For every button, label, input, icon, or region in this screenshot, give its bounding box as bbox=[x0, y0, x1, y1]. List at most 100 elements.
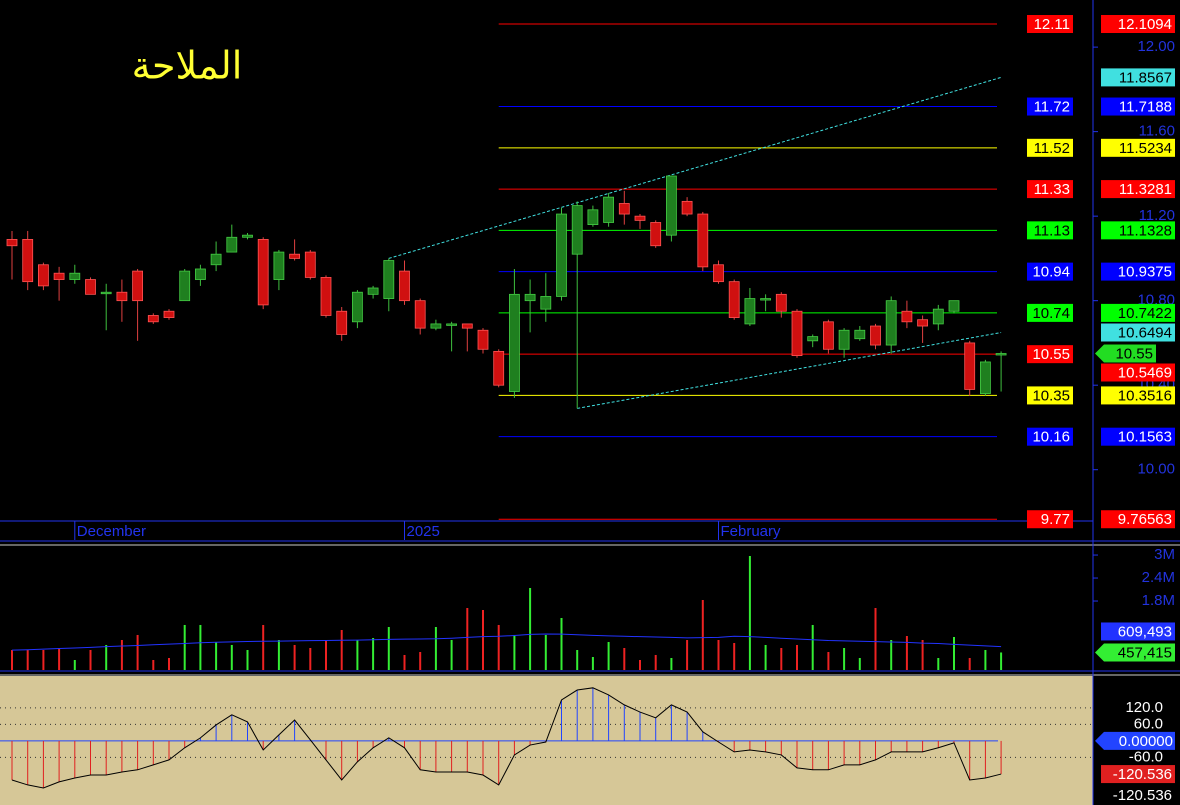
level-label: 10.16 bbox=[1032, 429, 1070, 446]
candle-body bbox=[179, 270, 191, 302]
last-price-marker bbox=[1095, 344, 1156, 363]
chart-title: الملاحة bbox=[132, 44, 243, 88]
oscillator-line bbox=[11, 687, 1002, 789]
candle-body bbox=[273, 251, 285, 280]
candle-body bbox=[508, 293, 520, 392]
candle-body bbox=[100, 291, 112, 295]
x-tick-label: December bbox=[77, 523, 146, 540]
candle-body bbox=[760, 298, 771, 301]
candle-body bbox=[477, 329, 489, 350]
level-label: 11.52 bbox=[1034, 140, 1070, 157]
candle-body bbox=[38, 264, 49, 287]
candle-body bbox=[650, 222, 662, 247]
candle-body bbox=[304, 251, 316, 278]
candle-body bbox=[132, 270, 144, 302]
trendline bbox=[388, 76, 1002, 259]
axis-value-label: 11.3281 bbox=[1119, 181, 1172, 198]
candle-body bbox=[289, 253, 301, 259]
x-tick-label: 2025 bbox=[407, 523, 440, 540]
candle-body bbox=[147, 315, 159, 323]
candle-body bbox=[399, 270, 410, 302]
candle-body bbox=[461, 323, 473, 329]
candle-body bbox=[917, 319, 928, 327]
candle-body bbox=[587, 209, 599, 226]
candle-body bbox=[618, 203, 630, 215]
candle-body bbox=[69, 272, 81, 280]
axis-value-label-box bbox=[1101, 427, 1175, 446]
y-tick-label: 1.8M bbox=[1142, 592, 1175, 609]
candle-body bbox=[320, 277, 332, 316]
candle-body bbox=[728, 281, 740, 318]
candle-body bbox=[666, 175, 677, 236]
candle-body bbox=[336, 310, 348, 335]
candle-body bbox=[681, 200, 693, 215]
level-label-box bbox=[1027, 345, 1073, 364]
zero-marker bbox=[1095, 731, 1175, 750]
y-tick-label: 10.00 bbox=[1137, 461, 1175, 478]
level-label-box bbox=[1027, 15, 1073, 34]
candle-body bbox=[948, 300, 960, 312]
oscillator-min-label-box bbox=[1101, 786, 1175, 804]
level-label-box bbox=[1027, 427, 1073, 446]
candle-body bbox=[493, 350, 505, 386]
zero-label: 0.00000 bbox=[1119, 733, 1173, 750]
oscillator-last-label-box bbox=[1101, 765, 1175, 784]
axis-value-label-box bbox=[1101, 323, 1175, 342]
last-price-tail bbox=[1156, 344, 1175, 363]
level-label: 11.33 bbox=[1034, 181, 1070, 198]
axis-value-label-box bbox=[1101, 97, 1175, 116]
level-label-box bbox=[1027, 303, 1073, 322]
axis-value-label: 11.1328 bbox=[1119, 222, 1172, 239]
level-label-box bbox=[1027, 138, 1073, 157]
candle-body bbox=[603, 196, 614, 223]
axis-value-label-box bbox=[1101, 303, 1175, 322]
candle-body bbox=[980, 361, 991, 395]
axis-value-label-box bbox=[1101, 262, 1175, 281]
candle-body bbox=[540, 296, 552, 310]
candle-body bbox=[744, 298, 756, 325]
level-label-box bbox=[1027, 386, 1073, 405]
candle-body bbox=[351, 291, 363, 323]
candle-body bbox=[901, 310, 913, 323]
axis-value-label-box bbox=[1101, 363, 1175, 382]
axis-value-label: 11.7188 bbox=[1119, 99, 1172, 116]
candle-body bbox=[210, 253, 222, 266]
y-tick-label: 2.4M bbox=[1142, 569, 1175, 586]
candle-body bbox=[53, 272, 65, 280]
axis-value-label-box bbox=[1101, 138, 1175, 157]
level-label-box bbox=[1027, 510, 1073, 529]
level-label: 10.35 bbox=[1032, 387, 1070, 404]
candle-body bbox=[932, 308, 944, 325]
volume-average bbox=[11, 633, 1002, 651]
candle-body bbox=[823, 321, 834, 350]
axis-value-label: 10.3516 bbox=[1118, 387, 1172, 404]
candle-body bbox=[22, 238, 34, 283]
trendline bbox=[577, 332, 1002, 409]
candle-body bbox=[430, 323, 442, 329]
candle-body bbox=[807, 336, 819, 342]
y-tick-label: -60.0 bbox=[1129, 748, 1163, 765]
candle-body bbox=[995, 353, 1007, 356]
level-label-box bbox=[1027, 221, 1073, 240]
candle-body bbox=[524, 293, 536, 302]
axis-value-label-box bbox=[1101, 510, 1175, 529]
level-label: 9.77 bbox=[1041, 511, 1070, 528]
volume-last-marker bbox=[1095, 643, 1175, 662]
candle-body bbox=[775, 293, 787, 312]
axis-value-label-box bbox=[1101, 180, 1175, 199]
candle-body bbox=[367, 287, 379, 295]
candle-body bbox=[257, 238, 269, 306]
x-tick-label: February bbox=[721, 523, 782, 540]
axis-value-label: 10.7422 bbox=[1118, 305, 1172, 322]
candle-body bbox=[885, 300, 897, 346]
level-label-box bbox=[1027, 262, 1073, 281]
candle-body bbox=[838, 329, 850, 350]
volume-last-label: 457,415 bbox=[1118, 644, 1172, 661]
axis-value-label: 12.1094 bbox=[1118, 16, 1172, 33]
axis-value-label: 10.9375 bbox=[1118, 264, 1172, 281]
candle-body bbox=[571, 205, 583, 255]
axis-value-label: 10.6494 bbox=[1118, 324, 1172, 341]
level-label-box bbox=[1027, 180, 1073, 199]
last-price-label: 10.55 bbox=[1115, 345, 1153, 362]
